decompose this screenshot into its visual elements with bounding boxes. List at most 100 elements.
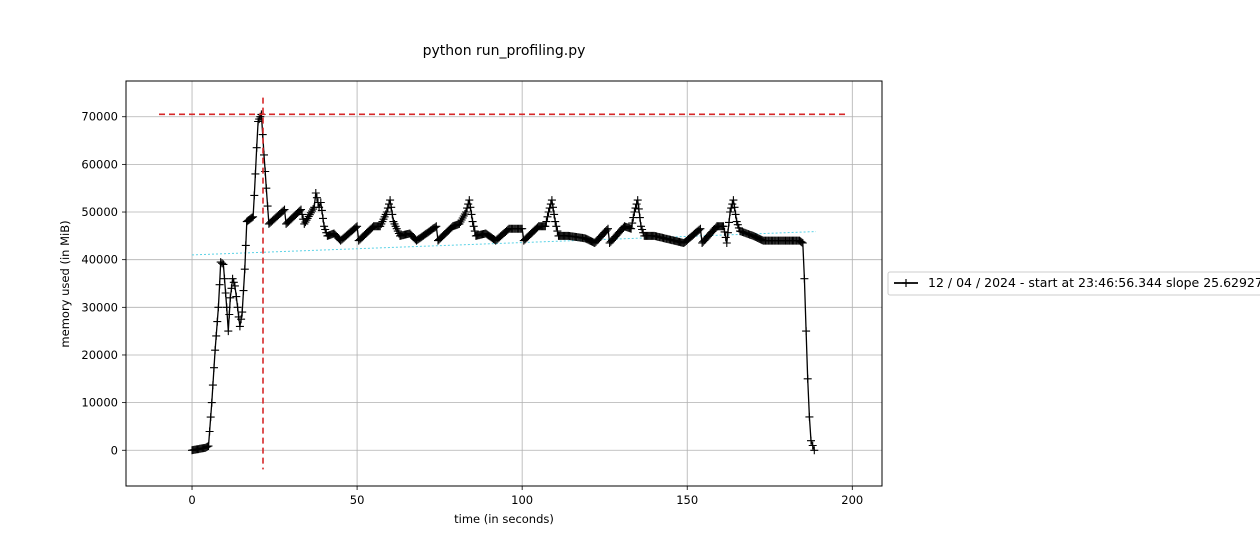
series-point-marker (312, 193, 321, 202)
series-point-marker (805, 412, 814, 421)
series-point-marker (252, 143, 261, 152)
plot-frame (125, 80, 883, 487)
series-point-marker (810, 446, 819, 455)
series-point-marker (604, 224, 612, 233)
series-point-marker (722, 239, 731, 247)
series-point-marker (218, 259, 227, 268)
y-tick-label: 30000 (81, 300, 118, 314)
series-point-marker (211, 346, 220, 355)
series-point-marker (251, 169, 260, 178)
peak-marker-layer (159, 97, 846, 470)
series-point-marker (468, 217, 477, 226)
series-layer (188, 110, 819, 455)
series-point-marker (206, 413, 215, 422)
series-point-marker (518, 224, 527, 233)
series-point-marker (232, 292, 241, 301)
series-point-marker (309, 205, 318, 214)
series-point-marker (317, 206, 326, 215)
series-point-marker (542, 217, 551, 226)
series-point-marker (719, 222, 728, 231)
series-point-marker (729, 196, 738, 205)
series-point-marker (224, 327, 233, 336)
series-point-marker (226, 293, 235, 302)
series-point-marker (465, 196, 474, 205)
series-point-marker (551, 217, 560, 226)
series-point-marker (803, 374, 812, 383)
series-point-marker (208, 381, 217, 390)
y-tick-label: 60000 (81, 157, 118, 171)
series-point-marker (280, 205, 289, 214)
series-point-marker (725, 218, 733, 227)
series-point-marker (215, 280, 224, 289)
series-point-marker (632, 200, 641, 209)
x-tick-label: 150 (676, 493, 698, 507)
series-point-marker (249, 212, 258, 221)
y-tick-label: 0 (111, 443, 118, 457)
series-point-marker (233, 303, 242, 312)
series-point-marker (602, 226, 611, 234)
series-point-marker (634, 204, 643, 213)
series-point-marker (633, 196, 642, 205)
series-point-marker (628, 219, 637, 228)
series-point-marker (635, 213, 644, 222)
series-point-marker (387, 203, 396, 212)
series-point-marker (466, 203, 475, 212)
legend-label: 12 / 04 / 2024 - start at 23:46:56.344 s… (928, 275, 1260, 290)
series-point-marker (543, 212, 552, 221)
series-point-marker (730, 203, 739, 212)
series-point-marker (204, 442, 213, 450)
grid-lines (126, 81, 882, 486)
series-point-marker (353, 222, 362, 231)
series-point-marker (220, 274, 229, 283)
series-point-marker (229, 278, 238, 287)
x-tick-label: 100 (511, 493, 533, 507)
series-point-marker (798, 239, 807, 247)
series-point-marker (550, 210, 559, 219)
plot-area (126, 81, 882, 486)
chart-title: python run_profiling.py (423, 43, 586, 59)
series-point-marker (351, 223, 360, 232)
series-point-marker (470, 227, 479, 236)
series-point-marker (545, 204, 554, 213)
series-point-marker (250, 191, 259, 200)
series-point-marker (696, 224, 705, 233)
series-point-marker (319, 214, 327, 223)
series-point-marker (238, 308, 247, 317)
y-tick-label: 10000 (81, 396, 118, 410)
series-point-marker (802, 327, 811, 336)
series-point-marker (431, 223, 440, 232)
series-point-marker (207, 398, 216, 407)
series-point-marker (205, 427, 214, 436)
legend: 12 / 04 / 2024 - start at 23:46:56.344 s… (887, 271, 1260, 296)
series-point-marker (228, 274, 237, 283)
x-tick-label: 50 (350, 493, 365, 507)
series-point-marker (237, 315, 246, 324)
series-point-marker (260, 150, 268, 159)
series-point-marker (212, 331, 221, 340)
y-tick-label: 70000 (81, 110, 118, 124)
series-point-marker (225, 310, 234, 319)
series-point-marker (547, 196, 556, 205)
series-point-marker (695, 225, 704, 234)
series-point-marker (721, 233, 730, 242)
series-point-marker (723, 228, 732, 237)
series-point-marker (263, 202, 272, 211)
series-point-marker (210, 363, 218, 372)
series-point-marker (230, 281, 239, 290)
series-point-marker (462, 208, 470, 216)
y-tick-label: 50000 (81, 205, 118, 219)
series-point-marker (549, 203, 557, 212)
series-point-marker (222, 303, 231, 312)
series-point-marker (800, 274, 809, 283)
axis-ticks: 0 50 100 150 200 0 10000 20000 30000 40000 50000 60… (81, 110, 863, 507)
series-point-marker (214, 303, 223, 312)
series-point-marker (731, 210, 740, 219)
series-point-marker (463, 204, 472, 213)
series-point-marker (553, 227, 562, 236)
x-tick-label: 200 (841, 493, 863, 507)
series-point-marker (311, 189, 320, 197)
series-point-marker (316, 198, 325, 207)
series-point-marker (808, 441, 817, 450)
series-point-marker (469, 222, 478, 231)
series-point-marker (631, 204, 640, 213)
